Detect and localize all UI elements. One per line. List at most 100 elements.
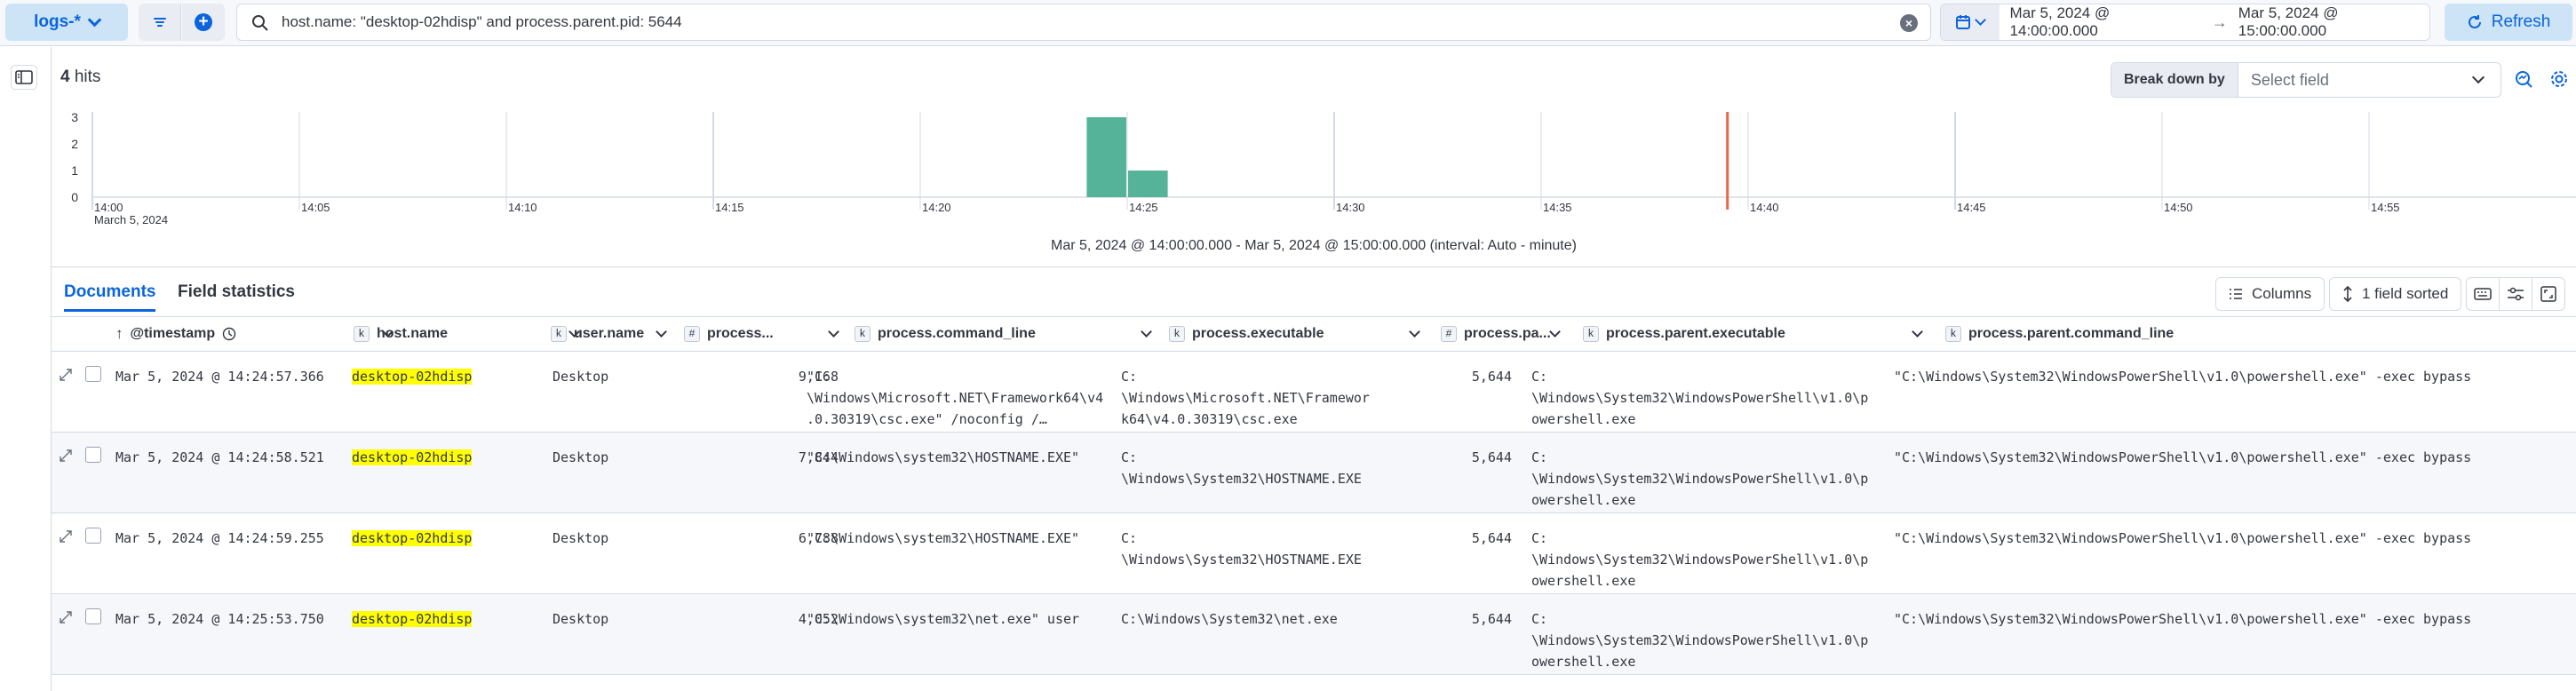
column-header-process-executable[interactable]: k process.executable — [1169, 317, 1420, 351]
cell-process-executable: C: \Windows\System32\HOSTNAME.EXE — [1121, 530, 1362, 568]
x-tick-label: 14:20 — [922, 201, 951, 214]
chevron-down-icon[interactable] — [656, 326, 667, 338]
column-header-process-parent-pid[interactable]: # process.pa... — [1441, 317, 1561, 351]
cell-process-parent-command-line: "C:\Windows\System32\WindowsPowerShell\v… — [1894, 530, 2472, 546]
breakdown-field-select[interactable]: Break down by Select field — [2111, 62, 2501, 98]
columns-label: Columns — [2252, 285, 2312, 302]
chevron-down-icon[interactable] — [828, 326, 839, 338]
cell-process-executable: C: \Windows\System32\HOSTNAME.EXE — [1121, 449, 1362, 487]
add-filter-button[interactable]: + — [182, 4, 225, 41]
expand-icon[interactable] — [59, 368, 73, 382]
breakdown-placeholder[interactable]: Select field — [2250, 70, 2329, 89]
sort-button[interactable]: 1 field sorted — [2329, 277, 2462, 311]
display-settings-button[interactable] — [2499, 277, 2532, 311]
clear-query-icon[interactable]: × — [1900, 14, 1918, 32]
x-tick-label: 14:35 — [1543, 201, 1572, 214]
column-label: host.name — [377, 326, 449, 341]
chart-options-button[interactable] — [2548, 68, 2571, 91]
clock-icon — [222, 327, 236, 341]
x-tick-label: 14:30 — [1336, 201, 1365, 214]
column-header-process-pid[interactable]: # process... — [684, 317, 839, 351]
cell-process-parent-command-line: "C:\Windows\System32\WindowsPowerShell\v… — [1894, 611, 2472, 627]
cell-timestamp: Mar 5, 2024 @ 14:24:58.521 — [115, 449, 324, 465]
section-divider — [52, 266, 2576, 267]
column-label: process.parent.command_line — [1968, 326, 2174, 341]
y-tick-label: 2 — [71, 137, 78, 151]
keyword-type-icon: k — [551, 326, 567, 342]
date-end[interactable]: Mar 5, 2024 @ 15:00:00.000 — [2238, 4, 2339, 39]
date-picker[interactable]: Mar 5, 2024 @ 14:00:00.000 → Mar 5, 2024… — [1940, 4, 2430, 41]
column-header-user-name[interactable]: k user.name — [551, 317, 667, 351]
data-view-picker[interactable]: logs-* — [5, 4, 128, 41]
documents-grid: ↑ @timestamp k host.name k user.name # p… — [52, 316, 2576, 675]
quick-menu-button[interactable] — [1941, 4, 2000, 40]
search-icon — [252, 15, 268, 31]
highlighted-value: desktop-02hdisp — [352, 530, 473, 546]
cell-process-parent-executable: C: \Windows\System32\WindowsPowerShell\v… — [1531, 369, 1869, 427]
row-checkbox[interactable] — [85, 447, 101, 463]
cell-user-name: Desktop — [553, 449, 609, 465]
data-view-label: logs-* — [34, 12, 81, 31]
cell-host-name: desktop-02hdisp — [352, 366, 538, 387]
gear-icon — [2551, 71, 2567, 87]
refresh-button[interactable]: Refresh — [2445, 4, 2572, 41]
keyboard-shortcuts-button[interactable] — [2466, 277, 2500, 311]
y-tick-label: 0 — [71, 190, 78, 204]
histogram-bar — [1128, 171, 1168, 197]
column-header-process-parent-executable[interactable]: k process.parent.executable — [1583, 317, 1923, 351]
row-checkbox[interactable] — [85, 608, 101, 624]
cell-user-name: Desktop — [553, 530, 609, 546]
histogram-bar — [1086, 117, 1126, 197]
cell-host-name: desktop-02hdisp — [352, 447, 538, 468]
query-bar[interactable]: host.name: "desktop-02hdisp" and process… — [236, 4, 1931, 41]
calendar-icon — [1956, 15, 1971, 29]
arrow-right-icon: → — [2211, 12, 2228, 31]
column-label: user.name — [574, 326, 645, 341]
cell-process-pid: 6,788 — [798, 530, 839, 546]
row-checkbox[interactable] — [85, 528, 101, 544]
cell-user-name: Desktop — [553, 369, 609, 385]
left-rail — [0, 47, 52, 691]
number-type-icon: # — [684, 326, 700, 342]
fullscreen-icon — [2540, 286, 2556, 302]
keyword-type-icon: k — [354, 326, 370, 342]
sidebar-toggle-button[interactable] — [11, 65, 37, 90]
chevron-down-icon[interactable] — [1141, 326, 1152, 338]
column-header-process-parent-command-line[interactable]: k process.parent.command_line — [1945, 317, 2174, 351]
expand-icon[interactable] — [59, 449, 73, 463]
filter-menu-button[interactable] — [139, 4, 181, 41]
chevron-down-icon[interactable] — [1912, 326, 1923, 338]
column-header-host-name[interactable]: k host.name — [354, 317, 580, 351]
chevron-down-icon[interactable] — [1409, 326, 1420, 338]
date-start[interactable]: Mar 5, 2024 @ 14:00:00.000 — [2009, 4, 2111, 39]
histogram-chart[interactable]: 0 1 2 3 14:00 14:05 14:10 14:15 14:20 14:25 14:30… — [52, 107, 2576, 231]
fullscreen-button[interactable] — [2532, 277, 2565, 311]
top-bar: logs-* + host.name: "desktop-02hdisp" an… — [0, 0, 2576, 46]
tab-documents[interactable]: Documents — [64, 282, 156, 312]
visualize-button[interactable] — [2512, 68, 2535, 91]
row-checkbox[interactable] — [85, 366, 101, 382]
columns-button[interactable]: Columns — [2215, 277, 2326, 311]
hits-label: hits — [74, 68, 101, 86]
query-input[interactable]: host.name: "desktop-02hdisp" and process… — [282, 13, 682, 30]
x-tick-label: 14:40 — [1750, 201, 1779, 214]
expand-icon[interactable] — [59, 529, 73, 544]
table-row: Mar 5, 2024 @ 14:24:57.366 desktop-02hdi… — [52, 352, 2576, 433]
breakdown-label: Break down by — [2111, 63, 2238, 97]
column-label: @timestamp — [130, 326, 216, 341]
tab-field-statistics[interactable]: Field statistics — [178, 282, 295, 301]
cell-process-pid: 4,052 — [798, 611, 839, 627]
column-header-timestamp[interactable]: ↑ @timestamp — [115, 317, 394, 351]
column-header-process-command-line[interactable]: k process.command_line — [855, 317, 1152, 351]
chevron-down-icon[interactable] — [1549, 326, 1561, 338]
expand-icon[interactable] — [59, 610, 73, 624]
highlighted-value: desktop-02hdisp — [352, 449, 473, 465]
x-tick-label: 14:00 — [94, 201, 123, 214]
column-label: process.command_line — [878, 326, 1036, 341]
cell-process-pid: 9,168 — [798, 369, 839, 385]
keyword-type-icon: k — [855, 326, 871, 342]
y-tick-label: 1 — [71, 163, 78, 178]
cell-process-parent-pid: 5,644 — [1471, 449, 1512, 465]
table-row: Mar 5, 2024 @ 14:25:53.750 desktop-02hdi… — [52, 594, 2576, 675]
column-label: process.pa... — [1464, 326, 1551, 341]
